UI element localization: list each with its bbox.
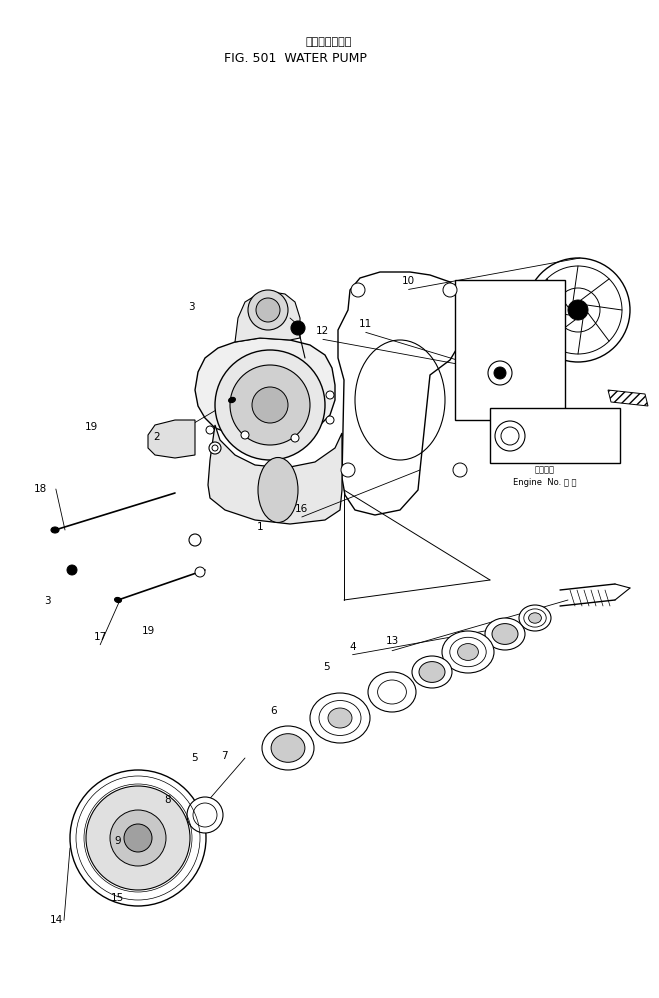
Circle shape <box>495 421 525 451</box>
Circle shape <box>70 770 206 906</box>
Text: 12A: 12A <box>585 431 607 441</box>
Circle shape <box>215 350 325 460</box>
Text: Engine  No. ・ ～: Engine No. ・ ～ <box>513 477 577 486</box>
Ellipse shape <box>115 598 121 603</box>
Circle shape <box>351 283 365 297</box>
Text: 19: 19 <box>142 626 155 636</box>
Circle shape <box>110 810 166 866</box>
Circle shape <box>206 426 214 434</box>
Circle shape <box>494 367 506 379</box>
Ellipse shape <box>519 605 551 631</box>
Text: 6: 6 <box>270 706 277 716</box>
Bar <box>455 280 565 420</box>
Circle shape <box>86 786 190 890</box>
Circle shape <box>189 534 201 546</box>
Text: 17: 17 <box>94 632 107 642</box>
Text: 13: 13 <box>386 636 399 646</box>
Text: 適用号機: 適用号機 <box>535 465 555 474</box>
Ellipse shape <box>442 631 494 673</box>
Text: 12: 12 <box>316 326 330 336</box>
Polygon shape <box>148 420 195 458</box>
Text: ウォータポンプ: ウォータポンプ <box>306 37 352 47</box>
Text: 16: 16 <box>295 504 308 514</box>
Ellipse shape <box>262 726 314 770</box>
Polygon shape <box>208 425 342 524</box>
Text: 3: 3 <box>44 596 51 606</box>
Circle shape <box>124 824 152 852</box>
Circle shape <box>256 298 280 322</box>
Circle shape <box>341 463 355 477</box>
Text: 18: 18 <box>34 484 47 494</box>
Circle shape <box>326 416 334 424</box>
Text: 11: 11 <box>359 319 372 329</box>
Circle shape <box>195 567 205 577</box>
Bar <box>490 408 620 463</box>
Circle shape <box>230 365 310 445</box>
Circle shape <box>443 283 457 297</box>
Ellipse shape <box>368 672 416 712</box>
Circle shape <box>291 321 305 335</box>
Ellipse shape <box>457 644 478 661</box>
Ellipse shape <box>310 693 370 743</box>
Text: 10: 10 <box>402 276 415 286</box>
Circle shape <box>568 300 588 320</box>
Circle shape <box>291 434 299 442</box>
Text: 15: 15 <box>111 893 124 903</box>
Circle shape <box>212 445 218 451</box>
Text: 7: 7 <box>221 751 227 761</box>
Text: 5: 5 <box>323 662 330 672</box>
Ellipse shape <box>51 527 59 533</box>
Text: FIG. 501  WATER PUMP: FIG. 501 WATER PUMP <box>223 52 366 65</box>
Polygon shape <box>235 292 300 342</box>
Ellipse shape <box>485 618 525 650</box>
Circle shape <box>326 391 334 399</box>
Text: 2: 2 <box>154 432 160 442</box>
Text: 1: 1 <box>257 522 264 532</box>
Circle shape <box>67 565 77 575</box>
Circle shape <box>209 442 221 454</box>
Circle shape <box>187 797 223 833</box>
Text: 8: 8 <box>165 795 171 805</box>
Text: 14: 14 <box>49 915 63 925</box>
Circle shape <box>241 431 249 439</box>
Circle shape <box>453 463 467 477</box>
Text: 19: 19 <box>84 422 98 432</box>
Circle shape <box>248 290 288 330</box>
Text: 4: 4 <box>349 642 356 652</box>
Ellipse shape <box>529 613 542 623</box>
Text: 5: 5 <box>191 753 198 763</box>
Ellipse shape <box>258 457 298 523</box>
Polygon shape <box>608 390 648 406</box>
Polygon shape <box>195 338 335 438</box>
Ellipse shape <box>271 734 305 762</box>
Text: 3: 3 <box>188 302 194 312</box>
Ellipse shape <box>229 397 235 402</box>
Polygon shape <box>338 272 465 515</box>
Ellipse shape <box>412 656 452 688</box>
Ellipse shape <box>492 624 518 645</box>
Ellipse shape <box>328 708 352 728</box>
Ellipse shape <box>419 662 445 683</box>
Circle shape <box>252 387 288 423</box>
Text: 9: 9 <box>114 836 121 846</box>
Circle shape <box>488 361 512 385</box>
